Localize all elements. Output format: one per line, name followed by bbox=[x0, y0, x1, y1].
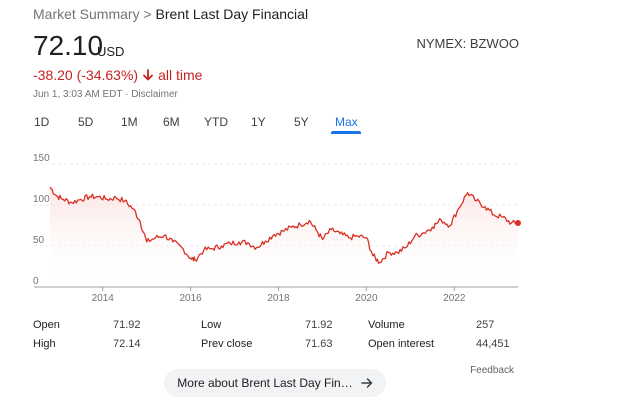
price-change: -38.20 (-34.63%) all time bbox=[33, 67, 202, 83]
more-about-label: More about Brent Last Day Fin… bbox=[177, 376, 353, 390]
stat-value-open: 71.92 bbox=[113, 319, 141, 331]
tab-6m[interactable]: 6M bbox=[163, 115, 180, 129]
stat-value-high: 72.14 bbox=[113, 338, 141, 350]
tab-5d[interactable]: 5D bbox=[78, 115, 94, 129]
y-tick-label: 50 bbox=[33, 235, 45, 246]
x-tick-label: 2014 bbox=[92, 293, 115, 304]
breadcrumb-separator: > bbox=[143, 6, 152, 22]
feedback-link[interactable]: Feedback bbox=[470, 365, 514, 376]
active-tab-indicator bbox=[331, 131, 361, 134]
arrow-down-icon bbox=[143, 69, 153, 81]
current-price: 72.10 bbox=[33, 30, 104, 61]
breadcrumb: Market Summary > Brent Last Day Financia… bbox=[33, 6, 308, 22]
tab-1d[interactable]: 1D bbox=[34, 115, 50, 129]
exchange-symbol: NYMEX: BZWOO bbox=[416, 36, 519, 51]
tab-max[interactable]: Max bbox=[335, 115, 358, 129]
y-tick-label: 0 bbox=[33, 276, 39, 287]
stat-value-prev-close: 71.63 bbox=[305, 338, 333, 350]
currency-label: USD bbox=[97, 44, 125, 59]
tab-5y[interactable]: 5Y bbox=[294, 115, 309, 129]
x-tick-label: 2022 bbox=[443, 293, 466, 304]
last-price-dot bbox=[515, 220, 521, 227]
tab-1m[interactable]: 1M bbox=[121, 115, 138, 129]
y-tick-label: 150 bbox=[33, 153, 50, 164]
stat-label-open: Open bbox=[33, 319, 60, 331]
stat-value-open-interest: 44,451 bbox=[476, 338, 510, 350]
x-tick-label: 2020 bbox=[355, 293, 378, 304]
price-chart[interactable]: 0 50 100 150 2014 2016 2018 2020 2022 bbox=[0, 150, 640, 310]
stat-value-low: 71.92 bbox=[305, 319, 333, 331]
breadcrumb-root[interactable]: Market Summary bbox=[33, 6, 140, 22]
arrow-right-icon bbox=[360, 378, 372, 388]
stat-value-volume: 257 bbox=[476, 319, 495, 331]
price-area bbox=[50, 187, 518, 287]
quote-timestamp[interactable]: Jun 1, 3:03 AM EDT · Disclaimer bbox=[33, 89, 178, 100]
stat-label-low: Low bbox=[201, 319, 222, 331]
price-line bbox=[49, 186, 519, 264]
tab-1y[interactable]: 1Y bbox=[251, 115, 266, 129]
stat-label-prev-close: Prev close bbox=[201, 338, 253, 350]
change-value: -38.20 (-34.63%) bbox=[33, 67, 139, 83]
change-period: all time bbox=[158, 67, 203, 83]
stat-label-volume: Volume bbox=[368, 319, 405, 331]
stat-label-open-interest: Open interest bbox=[368, 338, 435, 350]
x-tick-label: 2018 bbox=[267, 293, 290, 304]
tab-ytd[interactable]: YTD bbox=[204, 115, 228, 129]
y-tick-label: 100 bbox=[33, 194, 50, 205]
x-tick-label: 2016 bbox=[179, 293, 202, 304]
more-about-button[interactable]: More about Brent Last Day Fin… bbox=[164, 369, 386, 397]
breadcrumb-current: Brent Last Day Financial bbox=[155, 6, 309, 22]
stat-label-high: High bbox=[33, 338, 56, 350]
